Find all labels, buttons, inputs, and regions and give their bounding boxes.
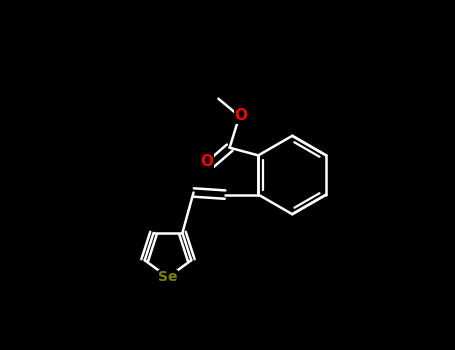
Text: O: O xyxy=(201,154,214,169)
Text: O: O xyxy=(235,108,248,123)
Text: Se: Se xyxy=(158,270,178,284)
